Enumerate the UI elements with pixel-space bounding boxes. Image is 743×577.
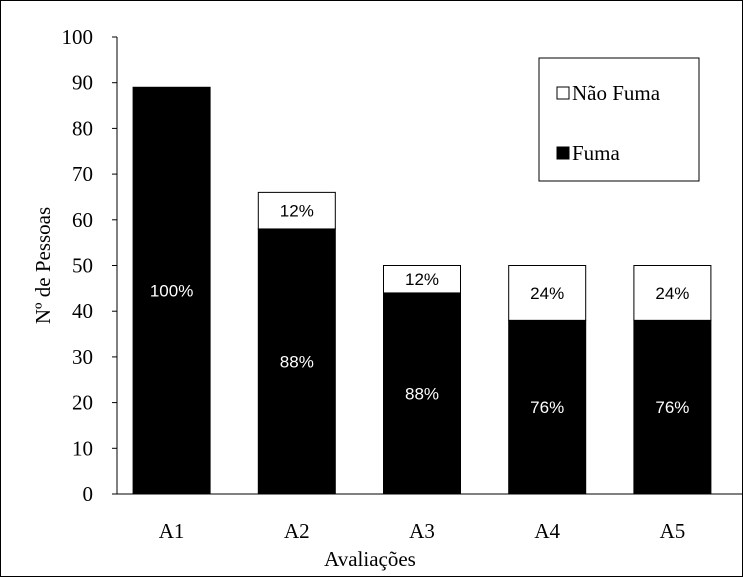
- y-tick-label-7: 70: [72, 162, 93, 186]
- bar-a4-fuma: [508, 319, 587, 495]
- bar-a2-fuma: [257, 228, 336, 495]
- x-tick-label-a5: A5: [660, 519, 686, 543]
- bars: 100% 88% 12% 88% 12% 76% 24% 76% 24%: [132, 86, 712, 495]
- data-label-a4-nao-fuma: 24%: [530, 284, 564, 303]
- y-tick-label-2: 20: [72, 391, 93, 415]
- y-tick-label-1: 10: [72, 436, 93, 460]
- bar-a5-nao-fuma: [633, 265, 712, 321]
- data-label-a2-fuma: 88%: [280, 352, 314, 371]
- bar-a5-fuma: [633, 319, 712, 495]
- y-tick-label-6: 60: [72, 208, 93, 232]
- y-tick-label-0: 0: [83, 482, 94, 506]
- y-tick-label-9: 90: [72, 71, 93, 95]
- x-tick-label-a2: A2: [284, 519, 310, 543]
- legend-label-nao-fuma: Não Fuma: [572, 81, 661, 105]
- data-label-a3-fuma: 88%: [405, 384, 439, 403]
- x-tick-label-a1: A1: [159, 519, 185, 543]
- x-axis-ticks: A1 A2 A3 A4 A5: [159, 519, 685, 543]
- bar-a3-fuma: [383, 292, 461, 495]
- y-tick-label-10: 100: [62, 25, 94, 49]
- data-label-a4-fuma: 76%: [530, 398, 564, 417]
- bar-a3-nao-fuma: [383, 265, 461, 294]
- y-tick-label-5: 50: [72, 254, 93, 278]
- y-tick-label-3: 30: [72, 345, 93, 369]
- data-label-a5-fuma: 76%: [655, 398, 689, 417]
- data-label-a1-fuma: 100%: [150, 282, 193, 301]
- bar-a4-nao-fuma: [508, 265, 587, 321]
- legend-swatch-nao-fuma: [556, 86, 570, 100]
- data-label-a3-nao-fuma: 12%: [405, 270, 439, 289]
- legend-box: [538, 57, 700, 182]
- y-tick-label-4: 40: [72, 299, 93, 323]
- data-label-a2-nao-fuma: 12%: [280, 202, 314, 221]
- legend: Não Fuma Fuma: [538, 57, 700, 182]
- y-axis-ticks: 0 10 20 30 40 50 60 70 80 90 100: [62, 25, 117, 506]
- y-axis-label: Nº de Pessoas: [31, 207, 55, 324]
- legend-swatch-fuma: [556, 146, 570, 160]
- data-label-a5-nao-fuma: 24%: [655, 284, 689, 303]
- x-tick-label-a4: A4: [534, 519, 560, 543]
- x-tick-label-a3: A3: [409, 519, 435, 543]
- bar-a2-nao-fuma: [257, 191, 336, 230]
- legend-label-fuma: Fuma: [572, 141, 621, 165]
- x-axis-label: Avaliações: [324, 547, 416, 571]
- y-tick-label-8: 80: [72, 116, 93, 140]
